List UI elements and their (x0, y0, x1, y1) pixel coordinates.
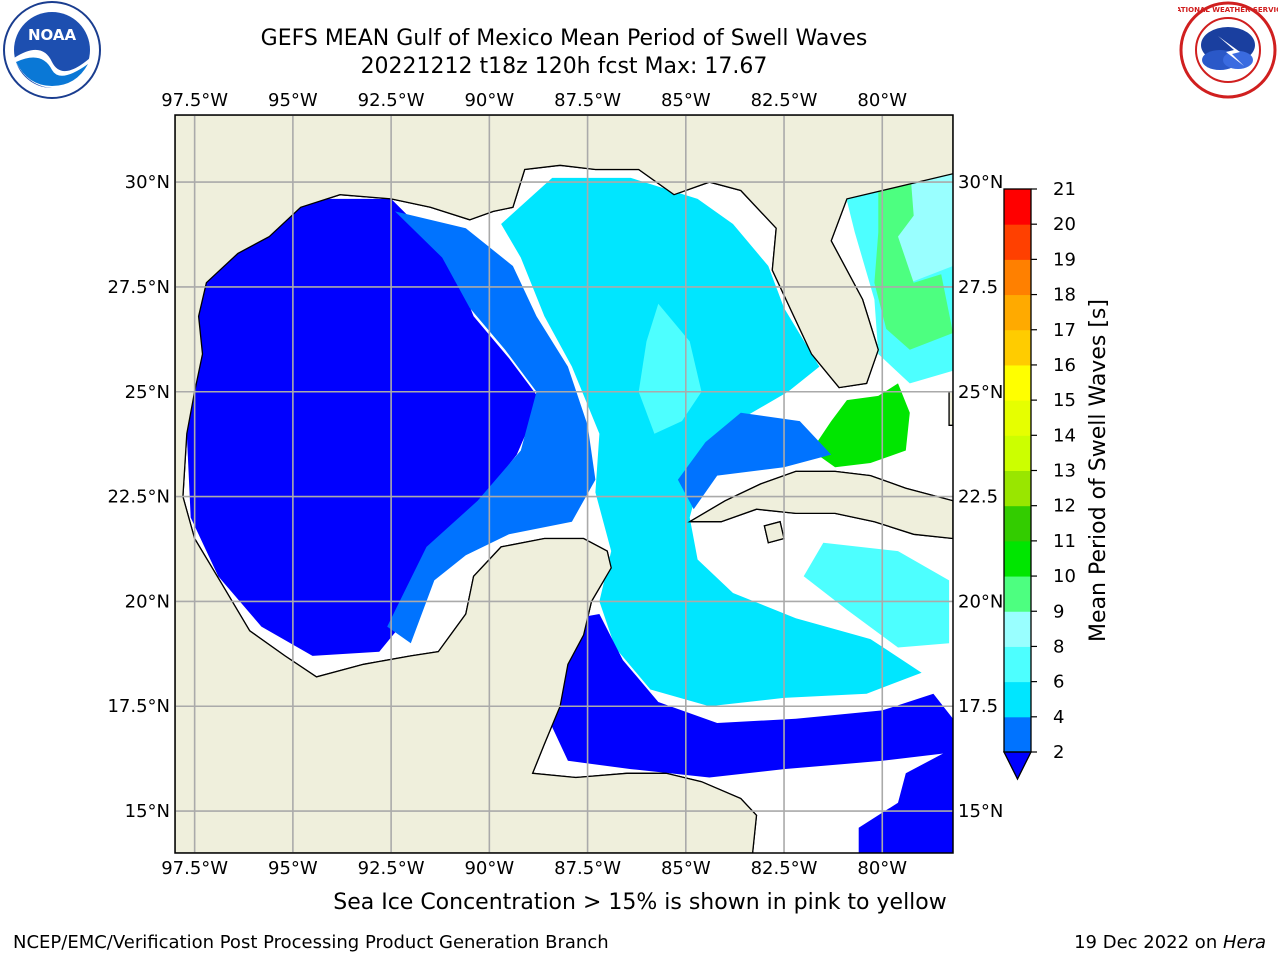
colorbar-tick-label: 12 (1053, 496, 1076, 517)
lat-label-right: 30°N (958, 172, 1003, 193)
map-title: GEFS MEAN Gulf of Mexico Mean Period of … (260, 26, 868, 51)
lon-label-bottom: 90°W (464, 858, 514, 879)
lon-label-top: 80°W (857, 90, 907, 111)
lon-label-bottom: 82.5°W (751, 858, 818, 879)
lon-label-bottom: 92.5°W (358, 858, 425, 879)
colorbar-label: Mean Period of Swell Waves [s] (1086, 299, 1111, 642)
colorbar-segment (1004, 189, 1031, 225)
lat-label-left: 15°N (125, 801, 170, 822)
colorbar-segment (1004, 435, 1031, 471)
noaa-logo-icon: NOAA (3, 1, 101, 99)
lat-label-right: 17.5 (958, 696, 998, 717)
generation-date: 19 Dec 2022 on Hera (1074, 932, 1266, 953)
lat-label-right: 22.5 (958, 487, 998, 508)
swell-2-4s-mid-gulf (387, 211, 596, 644)
lat-label-right: 27.5 (958, 277, 998, 298)
colorbar-segment (1004, 540, 1031, 577)
colorbar-tick-label: 9 (1053, 601, 1064, 622)
colorbar-tick-label: 16 (1053, 355, 1076, 376)
swell-10-11s-straits (811, 383, 910, 468)
lon-label-top: 95°W (268, 90, 318, 111)
colorbar-segment (1004, 294, 1031, 331)
lat-label-left: 17.5°N (107, 696, 170, 717)
colorbar-extend-min (1002, 751, 1033, 781)
colorbar-tick-label: 4 (1053, 707, 1064, 728)
lat-label-left: 30°N (125, 172, 170, 193)
lon-label-top: 92.5°W (358, 90, 425, 111)
nws-logo-icon: NATIONAL WEATHER SERVICE (1178, 1, 1278, 99)
colorbar-segment (1004, 224, 1031, 260)
colorbar-segment (1004, 470, 1031, 507)
lat-label-left: 22.5°N (107, 487, 170, 508)
lon-label-top: 90°W (464, 90, 514, 111)
lon-label-bottom: 97.5°W (161, 858, 228, 879)
lat-label-right: 20°N (958, 591, 1003, 612)
forecast-subtitle: 20221212 t18z 120h fcst Max: 17.67 (360, 54, 768, 79)
swell-2-4s-straits (677, 412, 832, 510)
producer-credit: NCEP/EMC/Verification Post Processing Pr… (13, 932, 609, 953)
colorbar-segment (1004, 329, 1031, 366)
lat-label-right: 15°N (958, 801, 1003, 822)
generation-date-text: 19 Dec 2022 on (1074, 932, 1223, 953)
colorbar-tick-label: 6 (1053, 672, 1064, 693)
swell-6-8s-caribbean (803, 542, 950, 648)
colorbar-tick-label: 20 (1053, 214, 1076, 235)
colorbar-segment (1004, 681, 1031, 718)
lat-label-left: 20°N (125, 591, 170, 612)
lat-label-left: 27.5°N (107, 277, 170, 298)
colorbar-tick-label: 8 (1053, 636, 1064, 657)
colorbar-tick-label: 21 (1053, 179, 1076, 200)
lon-label-bottom: 95°W (268, 858, 318, 879)
colorbar-tick-label: 17 (1053, 320, 1076, 341)
lat-label-right: 25°N (958, 382, 1003, 403)
lon-label-top: 82.5°W (751, 90, 818, 111)
map-area (175, 115, 953, 853)
lon-label-top: 97.5°W (161, 90, 228, 111)
colorbar-segment (1004, 716, 1031, 753)
colorbar-segment (1004, 576, 1031, 612)
lat-label-left: 25°N (125, 382, 170, 403)
sea-ice-note: Sea Ice Concentration > 15% is shown in … (0, 890, 1280, 915)
lon-label-bottom: 85°W (661, 858, 711, 879)
colorbar-tick-label: 2 (1053, 742, 1064, 763)
colorbar-tick-label: 10 (1053, 566, 1076, 587)
swell-2-4s-caribbean (528, 614, 953, 778)
swell-9-10s-atlantic (874, 165, 953, 350)
colorbar-segment (1004, 400, 1031, 436)
host-name: Hera (1222, 932, 1266, 953)
colorbar-tick-label: 11 (1053, 531, 1076, 552)
lon-label-bottom: 87.5°W (554, 858, 621, 879)
colorbar-tick-label: 15 (1053, 390, 1076, 411)
land-isle-of-youth-outline (763, 520, 785, 544)
colorbar-segment (1004, 259, 1031, 296)
lon-label-bottom: 80°W (857, 858, 907, 879)
colorbar-tick-label: 19 (1053, 249, 1076, 270)
map-frame (174, 114, 954, 854)
colorbar-tick-label: 14 (1053, 425, 1076, 446)
colorbar-tick-label: 18 (1053, 285, 1076, 306)
colorbar-segment (1004, 505, 1031, 542)
colorbar-tick-label: 13 (1053, 461, 1076, 482)
nws-logo-text: NATIONAL WEATHER SERVICE (1178, 6, 1278, 14)
colorbar-segment (1004, 611, 1031, 647)
colorbar-segment (1004, 364, 1031, 401)
colorbar-segment (1004, 646, 1031, 683)
colorbar: 2 4 6 8 9 10 11 12 13 14 15 16 17 18 19 20 21 Mean Period… (1002, 179, 1111, 781)
land-cuba-outline (687, 470, 953, 540)
swell-2-4s-west-gulf (186, 198, 541, 656)
lon-label-top: 85°W (661, 90, 711, 111)
noaa-logo-text: NOAA (28, 26, 77, 44)
lon-label-top: 87.5°W (554, 90, 621, 111)
sea-ice-note-text: Sea Ice Concentration > 15% is shown in … (333, 890, 947, 915)
